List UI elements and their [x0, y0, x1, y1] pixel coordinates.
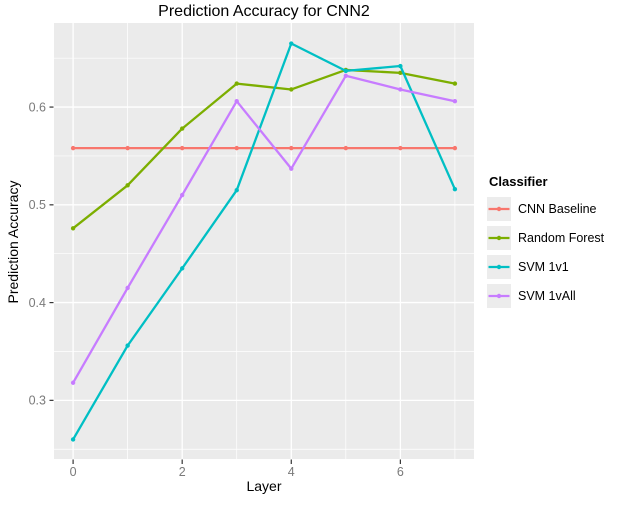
data-point	[398, 87, 403, 92]
legend-key-line-dot-icon	[487, 284, 511, 308]
data-point	[70, 380, 76, 385]
x-tick-label: 2	[179, 465, 186, 479]
series-line-svm-1vall	[72, 74, 456, 384]
x-tick-label: 0	[70, 465, 77, 479]
legend-key-line-dot-icon	[487, 255, 511, 279]
y-tick-label: 0.5	[29, 198, 46, 212]
data-point	[70, 145, 76, 151]
series-line-random-forest	[72, 68, 456, 230]
data-point	[343, 73, 349, 78]
legend-item-random-forest: Random Forest	[487, 226, 637, 250]
legend-item-label: Random Forest	[518, 231, 605, 245]
data-point	[179, 192, 185, 198]
data-point	[125, 343, 130, 348]
data-point	[289, 145, 294, 151]
data-point	[70, 437, 76, 442]
data-point	[452, 186, 458, 192]
data-point	[234, 187, 239, 193]
legend-key-dot	[496, 235, 502, 241]
legend: Classifier CNN Baseline Random Forest SV…	[487, 174, 637, 313]
legend-key-dot	[496, 264, 502, 270]
data-point	[452, 81, 458, 86]
legend-item-label: CNN Baseline	[518, 202, 597, 216]
data-point	[289, 41, 294, 46]
y-tick-label: 0.4	[29, 296, 46, 310]
data-point	[70, 226, 76, 231]
data-point	[179, 145, 185, 151]
x-tick-label: 6	[397, 465, 404, 479]
data-point	[179, 266, 185, 271]
series-line-svm-1v1	[72, 42, 456, 441]
x-tick-label: 4	[288, 465, 295, 479]
data-point	[343, 68, 349, 74]
legend-key-dot	[496, 206, 502, 212]
data-point	[125, 183, 130, 188]
data-point	[289, 87, 294, 92]
data-point	[234, 81, 239, 86]
legend-item-cnn-baseline: CNN Baseline	[487, 197, 637, 221]
legend-title: Classifier	[489, 174, 548, 189]
data-point	[398, 70, 403, 76]
y-tick-label: 0.6	[29, 100, 46, 114]
legend-item-label: SVM 1v1	[518, 260, 569, 274]
legend-item-svm-1vall: SVM 1vAll	[487, 284, 637, 308]
chart-title: Prediction Accuracy for CNN2	[158, 3, 370, 20]
data-point	[125, 285, 130, 291]
data-point	[125, 145, 130, 151]
data-point	[289, 166, 294, 171]
plot-panel	[54, 23, 474, 459]
legend-key-dot	[496, 293, 502, 299]
data-point	[234, 145, 239, 151]
legend-key-line-dot-icon	[487, 197, 511, 221]
legend-item-label: SVM 1vAll	[518, 289, 576, 303]
legend-item-svm-1v1: SVM 1v1	[487, 255, 637, 279]
y-axis-title: Prediction Accuracy	[5, 180, 21, 304]
data-point	[452, 99, 458, 104]
data-point	[343, 145, 349, 151]
data-point	[398, 63, 403, 69]
data-point	[234, 99, 239, 104]
data-point	[179, 126, 185, 131]
data-point	[398, 145, 403, 151]
data-point	[452, 145, 458, 151]
y-tick-label: 0.3	[29, 394, 46, 408]
legend-key-line-dot-icon	[487, 226, 511, 250]
x-axis-title: Layer	[246, 478, 282, 494]
